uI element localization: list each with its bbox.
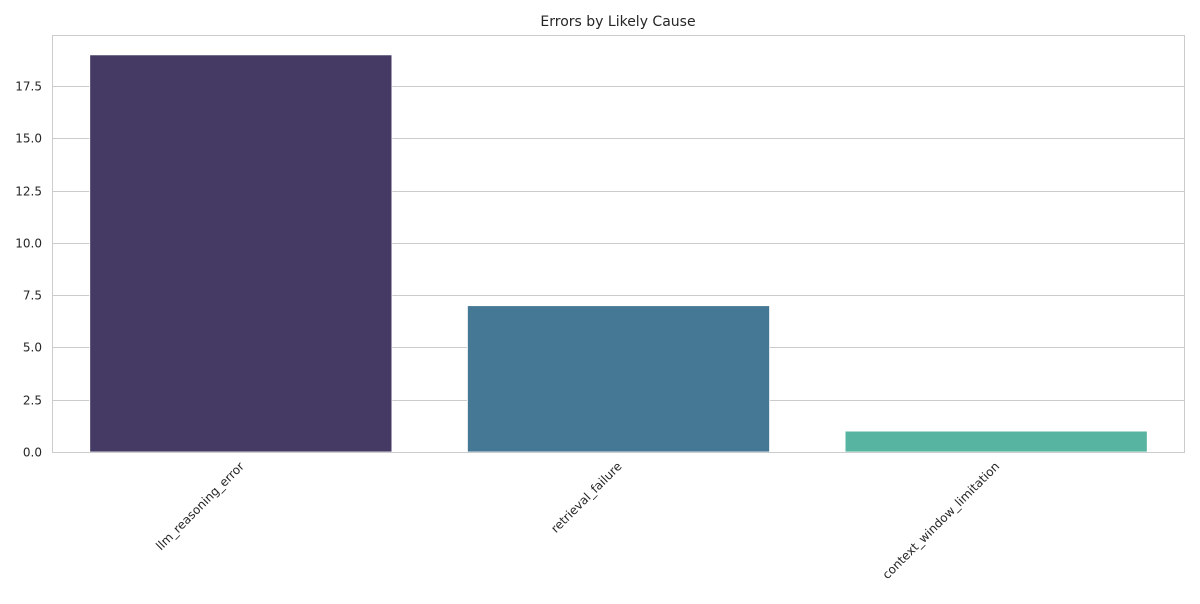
y-tick-label-6: 15.0 <box>15 132 42 146</box>
y-tick-label-3: 7.5 <box>23 289 42 303</box>
bar-layer <box>89 54 1148 453</box>
y-tick-label-7: 17.5 <box>15 80 42 94</box>
plot-frame <box>52 35 1185 453</box>
y-tick-label-1: 2.5 <box>23 394 42 408</box>
x-tick-labels: llm_reasoning_error retrieval_failure cont… <box>153 459 1002 582</box>
x-tick-label-context-window-limitation: context_window_limitation <box>880 459 1003 582</box>
y-tick-label-5: 12.5 <box>15 185 42 199</box>
bar-context-window-limitation <box>844 430 1148 453</box>
bar-llm-reasoning-error <box>89 54 393 453</box>
y-tick-label-2: 5.0 <box>23 341 42 355</box>
chart-title: Errors by Likely Cause <box>540 14 695 30</box>
y-tick-labels: 0.0 2.5 5.0 7.5 10.0 12.5 15.0 17.5 <box>15 80 42 460</box>
y-tick-label-0: 0.0 <box>23 446 42 460</box>
x-tick-label-retrieval-failure: retrieval_failure <box>548 459 624 535</box>
y-tick-label-4: 10.0 <box>15 237 42 251</box>
bar-retrieval-failure <box>467 305 770 453</box>
x-tick-label-llm-reasoning-error: llm_reasoning_error <box>153 459 247 553</box>
